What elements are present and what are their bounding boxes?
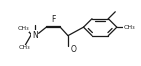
Text: CH₃: CH₃ xyxy=(17,26,29,31)
Text: CH₃: CH₃ xyxy=(19,45,30,50)
Text: O: O xyxy=(70,45,76,54)
Text: N: N xyxy=(32,31,38,40)
Text: CH₃: CH₃ xyxy=(124,25,135,30)
Text: F: F xyxy=(51,15,55,24)
